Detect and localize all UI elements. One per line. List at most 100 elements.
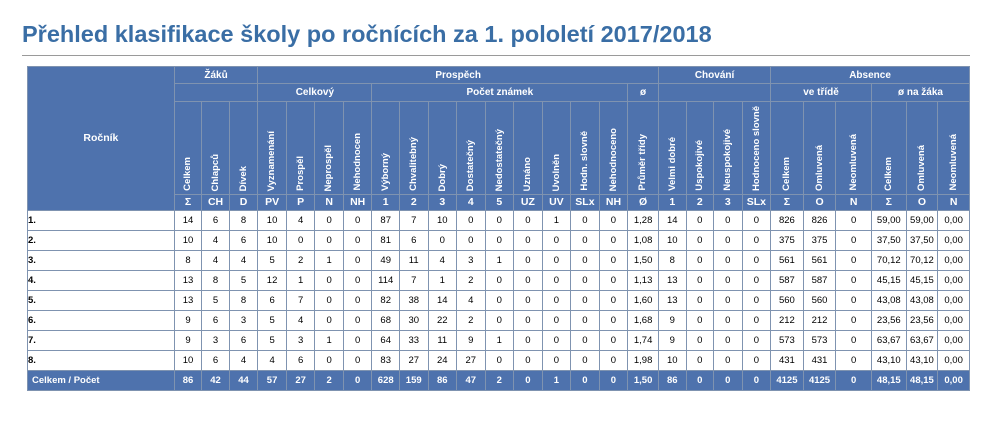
table-cell: 0 [741,329,772,351]
column-header-label: Prospěl [294,156,306,191]
table-cell: 0 [342,349,373,371]
table-cell: 0 [713,229,743,251]
header-subgroup-na-zaka: ø na žáka [870,83,971,102]
table-cell: 4 [201,229,230,251]
table-cell: 0 [427,229,458,251]
table-row: 2. 10 4 6 10 0 0 0 81 6 0 0 0 0 0 0 0 1,08 10 0 0 0 375 375 0 37,… [27,229,970,251]
table-cell: 560 [802,289,837,311]
table-cell: 0 [342,309,373,331]
header-spacer-chovani [657,83,772,102]
table-cell: 0 [314,229,344,251]
table-cell: 6 [228,229,259,251]
table-cell: 1,60 [627,289,659,311]
header-subgroup-prumer: ø [627,83,659,102]
table-cell: 7 [285,289,316,311]
table-cell: 0 [685,249,715,271]
table-cell: 86 [427,369,458,391]
table-cell: 0 [570,369,600,391]
table-cell: 12 [257,269,287,291]
table-cell: 10 [427,209,458,231]
table-cell: 1 [541,209,572,231]
table-cell: 0 [513,329,543,351]
table-cell: 4 [228,349,259,371]
table-cell: 375 [802,229,837,251]
table-cell: 0 [713,289,743,311]
column-header-label: Uspokojivé [694,140,706,191]
table-cell: 0 [685,329,715,351]
table-cell: 9 [658,309,687,331]
table-cell: 43,08 [905,289,939,311]
table-cell: 0 [741,369,772,391]
table-cell: 7 [398,269,429,291]
table-cell: 45,15 [870,269,907,291]
table-cell: 27 [456,349,486,371]
table-cell: 44 [228,369,259,391]
table-cell: 0 [713,209,743,231]
table-cell: 431 [770,349,804,371]
table-cell: 0 [342,329,373,351]
table-cell: 0 [513,309,543,331]
row-label: 6. [27,309,175,331]
table-cell: 0 [835,329,872,351]
column-symbol: 1 [658,193,687,211]
table-cell: 0 [513,369,543,391]
table-cell: 5 [201,289,230,311]
table-cell: 1,98 [627,349,659,371]
column-header-label: Výborný [379,152,391,191]
column-symbol: 2 [398,193,429,211]
table-cell: 0,00 [937,209,970,231]
table-cell: 10 [257,229,287,251]
column-header-label: Chvalitebný [407,137,419,191]
column-header: Neomluvená [835,101,872,195]
table-cell: 573 [770,329,804,351]
table-cell: 4125 [770,369,804,391]
column-header-label: Hodn. slovně [579,131,591,191]
table-cell: 0 [598,329,629,351]
column-symbol: SLx [741,193,772,211]
column-header: Výborný [371,101,400,195]
table-cell: 0 [456,209,486,231]
table-cell: 159 [398,369,429,391]
row-label: 7. [27,329,175,351]
header-group-zaku: Žáků [173,66,259,84]
table-cell: 23,56 [905,309,939,331]
table-cell: 13 [173,289,203,311]
table-cell: 826 [770,209,804,231]
table-cell: 1 [484,329,515,351]
table-cell: 59,00 [870,209,907,231]
row-label: 2. [27,229,175,251]
column-header-label: Dívek [237,165,249,191]
table-cell: 82 [371,289,400,311]
table-cell: 0 [741,249,772,271]
table-cell: 10 [173,349,203,371]
table-cell: 0 [484,229,515,251]
table-cell: 49 [371,249,400,271]
column-symbol: Ø [627,193,659,211]
table-cell: 6 [201,309,230,331]
table-cell: 0 [835,269,872,291]
table-cell: 38 [398,289,429,311]
table-cell: 0,00 [937,329,970,351]
table-cell: 45,15 [905,269,939,291]
table-cell: 2 [314,369,344,391]
table-cell: 114 [371,269,400,291]
column-symbol: 3 [713,193,743,211]
table-cell: 1 [285,269,316,291]
table-row: 5. 13 5 8 6 7 0 0 82 38 14 4 0 0 0 0 0 1,60 13 0 0 0 560 560 0 43… [27,289,970,311]
table-cell: 10 [257,209,287,231]
table-row: 7. 9 3 6 5 3 1 0 64 33 11 9 1 0 0 0 0 1,74 9 0 0 0 573 573 0 63,6… [27,329,970,351]
table-cell: 0 [314,349,344,371]
table-cell: 0 [541,329,572,351]
table-cell: 10 [173,229,203,251]
table-cell: 0 [835,289,872,311]
column-header-label: Celkem [182,157,194,191]
column-symbol: SLx [570,193,600,211]
column-symbol: O [802,193,837,211]
table-cell: 0 [570,349,600,371]
column-header: Nehodnocen [342,101,373,195]
table-row: 4. 13 8 5 12 1 0 0 114 7 1 2 0 0 0 0 0 1,13 13 0 0 0 587 587 0 45… [27,269,970,291]
table-cell: 0 [685,269,715,291]
column-header-label: Hodnoceno slovně [750,106,762,191]
column-header: Omluvená [802,101,837,195]
table-cell: 9 [173,329,203,351]
